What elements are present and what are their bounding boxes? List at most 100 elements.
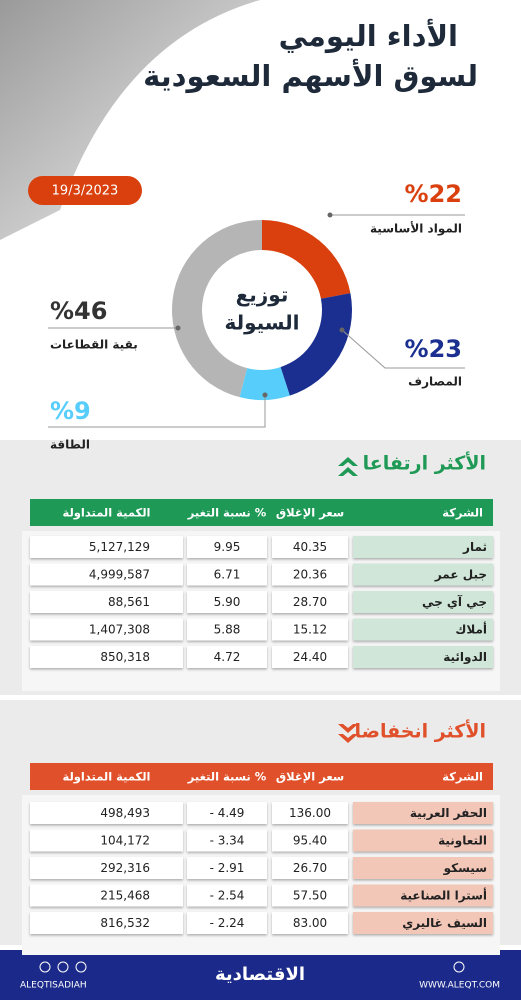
donut-segment xyxy=(239,367,290,400)
cell-text: 24.40 xyxy=(293,650,327,664)
cell-text: 57.50 xyxy=(293,889,327,903)
cell-text: السيف غاليري xyxy=(402,916,487,930)
cell xyxy=(353,563,493,586)
cell-text: 5,127,129 xyxy=(89,540,150,554)
donut-segment xyxy=(171,220,262,398)
table-header xyxy=(30,499,493,526)
cell xyxy=(272,563,348,586)
cell-text: سيسكو xyxy=(443,861,487,876)
leader-dot xyxy=(339,327,345,333)
cell xyxy=(187,646,267,668)
cell xyxy=(187,884,267,907)
leader-line xyxy=(341,329,465,369)
cell xyxy=(30,802,183,824)
cell xyxy=(30,618,183,641)
cell xyxy=(272,646,348,668)
leader-dot xyxy=(262,392,268,398)
cell-text: 26.70 xyxy=(293,861,327,875)
column-header: الشركة xyxy=(442,506,483,520)
cell-text: 20.36 xyxy=(293,568,327,582)
cell-text: 850,318 xyxy=(100,650,150,664)
cell-text: 4,999,587 xyxy=(89,568,150,582)
icon xyxy=(75,961,87,973)
up-icon xyxy=(338,457,358,476)
cell xyxy=(272,884,348,907)
leader-dot xyxy=(175,325,181,331)
cell-text: 15.12 xyxy=(293,623,327,637)
value-label: %9 xyxy=(50,397,91,425)
cell xyxy=(30,591,183,613)
cell-text: 6.71 xyxy=(214,568,241,582)
cell-text: أملاك xyxy=(455,622,487,637)
cell-text: الحفر العربية xyxy=(410,806,487,820)
cell xyxy=(187,829,267,852)
cell xyxy=(30,884,183,907)
cell xyxy=(187,802,267,824)
cell-text: 4.72 xyxy=(214,650,241,664)
donut-segment xyxy=(280,293,352,396)
cell xyxy=(353,829,493,852)
cell xyxy=(30,857,183,879)
cell xyxy=(187,536,267,558)
cell xyxy=(272,829,348,852)
cell xyxy=(187,591,267,613)
cell-text: أسترا الصناعية xyxy=(400,888,487,903)
cell xyxy=(30,829,183,852)
column-header: الكمية المتداولة xyxy=(62,506,150,521)
category-label: المصارف xyxy=(408,375,462,389)
date-pill xyxy=(28,176,142,205)
cell-text: 95.40 xyxy=(293,834,327,848)
cell-text: - 2.24 xyxy=(210,916,245,930)
section-title: الأكثر انخفاضا xyxy=(354,720,486,743)
cell xyxy=(353,912,493,934)
cell-text: 28.70 xyxy=(293,595,327,609)
cell-text: جبل عمر xyxy=(434,568,487,582)
footer xyxy=(0,950,521,1000)
cell xyxy=(272,591,348,613)
cell xyxy=(30,536,183,558)
value-label: %22 xyxy=(405,180,462,208)
cell-text: 136.00 xyxy=(289,806,331,820)
cell-text: 40.35 xyxy=(293,540,327,554)
cell-text: - 2.54 xyxy=(210,889,245,903)
column-header: نسبة التغير % xyxy=(187,770,267,784)
cell-text: 292,316 xyxy=(100,861,150,875)
cell xyxy=(353,884,493,907)
logo: الاقتصادية xyxy=(215,964,305,985)
cell xyxy=(272,618,348,641)
category-label: الطاقة xyxy=(50,438,90,452)
value-label: %23 xyxy=(405,335,462,363)
date: 19/3/2023 xyxy=(52,184,119,199)
cell xyxy=(187,912,267,934)
donut-hole xyxy=(203,251,321,369)
donut-title: توزيع xyxy=(236,283,289,307)
column-header: الكمية المتداولة xyxy=(62,770,150,785)
cell-text: التعاونية xyxy=(438,834,487,849)
cell xyxy=(353,646,493,668)
leader-line xyxy=(48,395,266,428)
cell xyxy=(353,591,493,613)
column-header: نسبة التغير % xyxy=(187,506,267,520)
down-icon xyxy=(338,724,358,743)
cell xyxy=(187,618,267,641)
cell-text: - 3.34 xyxy=(210,834,245,848)
cell-text: 104,172 xyxy=(100,834,150,848)
cell-text: 88,561 xyxy=(108,595,150,609)
cell xyxy=(187,563,267,586)
cell xyxy=(30,646,183,668)
cell-text: - 2.91 xyxy=(210,861,245,875)
cell-text: الدوائية xyxy=(443,650,487,665)
category-label: المواد الأساسية xyxy=(370,221,462,237)
cell-text: ثمار xyxy=(462,540,487,554)
icon xyxy=(57,961,69,973)
cell xyxy=(30,912,183,934)
donut-segment xyxy=(262,220,351,299)
cell-text: - 4.49 xyxy=(210,806,245,820)
cell-text: 83.00 xyxy=(293,916,327,930)
cell xyxy=(353,536,493,558)
table-header xyxy=(30,763,493,790)
cell xyxy=(353,857,493,879)
cell xyxy=(187,857,267,879)
cell xyxy=(353,618,493,641)
